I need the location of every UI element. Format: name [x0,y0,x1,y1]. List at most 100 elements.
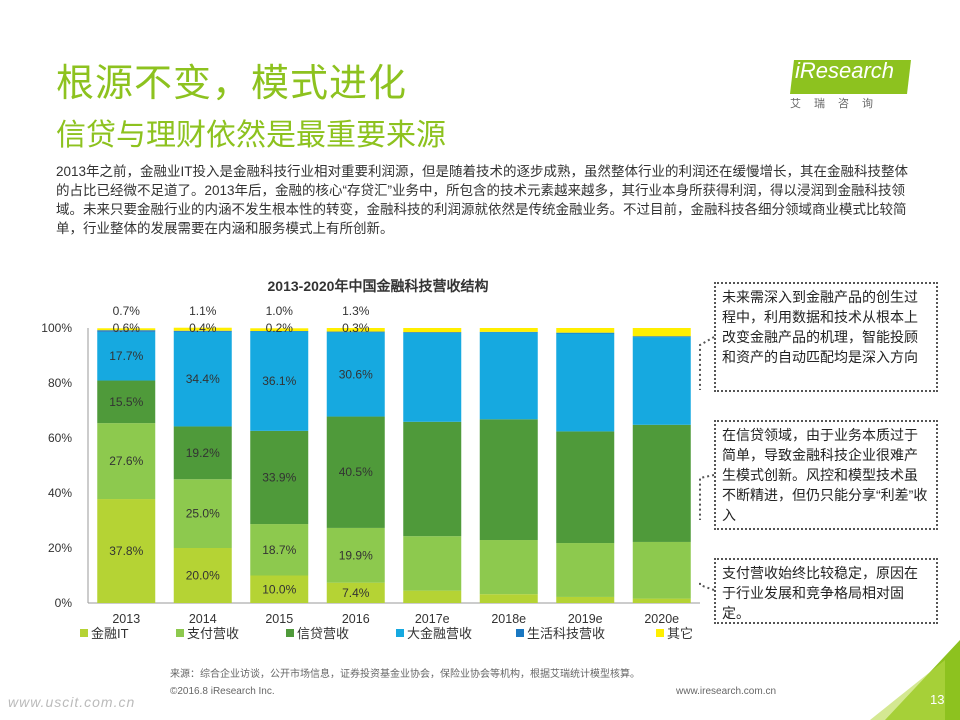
note-box-1: 未来需深入到金融产品的创生过程中，利用数据和技术从根本上改变金融产品的机理，智能… [714,282,938,392]
bar-segment [556,333,615,432]
bar-segment [326,331,385,333]
bar-segment [250,430,309,525]
bar-segment [173,327,232,331]
bar-segment [97,499,156,603]
bar-segment [326,328,385,332]
y-tick-label: 60% [48,431,72,445]
bar-segment [97,328,156,331]
y-tick-label: 100% [41,321,72,335]
bar-segment [632,424,691,542]
x-tick-label: 2013 [112,612,140,626]
legend-swatch [516,629,524,637]
data-label: 27.6% [109,454,143,468]
watermark: www.uscit.com.cn [8,694,136,710]
copyright: ©2016.8 iResearch Inc. [170,686,275,697]
x-tick-label: 2014 [189,612,217,626]
bar-segment [250,331,309,431]
bar-segment [403,590,462,603]
legend-label: 大金融营收 [407,626,472,641]
bar-segment [556,431,615,544]
bar-segment [97,330,156,332]
bar-segment [632,328,691,337]
data-label: 0.3% [342,321,370,335]
data-label: 37.8% [109,544,143,558]
y-tick-label: 0% [55,596,73,610]
bar-segment [556,543,615,597]
iresearch-logo [790,60,911,94]
bar-segment [479,540,538,595]
data-label: 30.6% [339,367,373,381]
data-label: 10.0% [262,582,296,596]
bar-segment [403,332,462,333]
bar-segment [403,536,462,591]
data-label: 0.4% [189,321,217,335]
data-label: 19.9% [339,548,373,562]
bar-segment [556,596,615,603]
bar-segment [250,575,309,603]
bar-segment [250,524,309,576]
bar-segment [479,332,538,420]
y-tick-label: 80% [48,376,72,390]
legend-swatch [656,629,664,637]
legend-swatch [286,629,294,637]
bar-segment [173,331,232,427]
data-label: 1.1% [189,304,217,318]
bar-segment [173,426,232,480]
note-box-3: 支付营收始终比较稳定，原因在于行业发展和竞争格局相对固定。 [714,558,938,624]
bar-segment [97,331,156,381]
data-label: 0.2% [266,321,294,335]
data-label: 15.5% [109,395,143,409]
data-label: 17.7% [109,349,143,363]
chart-title: 2013-2020年中国金融科技营收结构 [268,278,489,294]
bar-segment [326,332,385,417]
legend-swatch [396,629,404,637]
data-label: 19.2% [186,446,220,460]
bar-segment [479,594,538,603]
bar-segment [632,337,691,425]
page-number: 13 [930,692,945,707]
bar-segment [403,328,462,333]
x-tick-label: 2015 [265,612,293,626]
bar-segment [326,582,385,603]
bar-segment [173,548,232,603]
x-tick-label: 2016 [342,612,370,626]
note-box-2: 在信贷领域，由于业务本质过于简单，导致金融科技企业很难产生模式创新。风控和模型技… [714,420,938,530]
revenue-structure-chart: 2013-2020年中国金融科技营收结构 0% 20% 40% 60% 80% 100% 20… [41,278,700,641]
x-tick-label: 2019e [568,612,603,626]
data-label: 1.3% [342,304,370,318]
bar-segment [479,331,538,333]
website-url: www.iresearch.com.cn [676,686,777,697]
bar-segment [632,336,691,338]
y-tick-label: 20% [48,541,72,555]
page-title: 根源不变，模式进化 [56,63,408,105]
data-label: 0.6% [113,321,141,335]
intro-paragraph: 2013年之前，金融业IT投入是金融科技行业相对重要利润源，但是随着技术的逐步成… [56,164,909,236]
data-label: 20.0% [186,569,220,583]
bar-segment [556,328,615,333]
legend-swatch [176,629,184,637]
logo-text: iResearch [795,58,895,83]
bar-segment [556,332,615,334]
data-label: 34.4% [186,372,220,386]
bar-segment [479,419,538,541]
bar-segment [326,527,385,583]
bar-segment [403,421,462,537]
page-subtitle: 信贷与理财依然是最重要来源 [56,119,446,152]
bar-segment [250,331,309,332]
y-tick-label: 40% [48,486,72,500]
bar-segment [173,330,232,332]
legend-label: 支付营收 [187,626,239,641]
data-label: 36.1% [262,374,296,388]
bar-segment [250,328,309,332]
legend-swatch [80,629,88,637]
legend-label: 金融IT [91,626,129,641]
x-tick-label: 2018e [491,612,526,626]
x-tick-label: 2020e [644,612,679,626]
bar-segment [632,541,691,599]
legend-label: 信贷营收 [297,626,349,641]
data-label: 7.4% [342,586,370,600]
data-label: 25.0% [186,507,220,521]
bar-segment [97,423,156,500]
data-label: 18.7% [262,543,296,557]
source-note: 来源：综合企业访谈，公开市场信息，证券投资基金业协会，保险业协会等机构，根据艾瑞… [170,669,640,680]
